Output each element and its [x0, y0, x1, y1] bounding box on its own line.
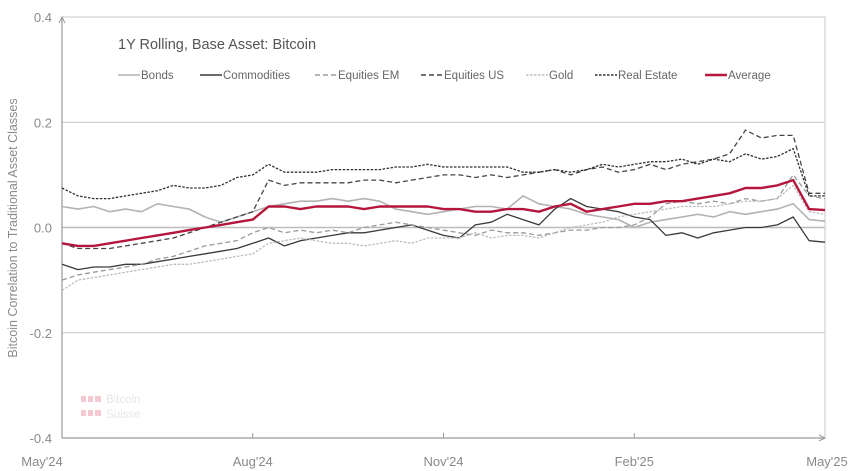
- series-line-equities-us: [61, 129, 825, 250]
- x-tick-label: Feb'25: [615, 454, 654, 469]
- legend-item-bonds: Bonds: [118, 70, 174, 82]
- gridlines: [62, 16, 826, 438]
- logo-text-suisse: Suisse: [106, 409, 141, 421]
- legend-label: Equities EM: [338, 70, 399, 82]
- legend-label: Equities US: [444, 70, 504, 82]
- logo-text-bitcoin: Bitcoin: [106, 394, 141, 406]
- series-line-bonds: [61, 195, 826, 229]
- series-line-gold: [61, 184, 826, 292]
- series-line-commodities: [61, 197, 826, 271]
- legend-item-equities-us: Equities US: [421, 70, 504, 82]
- series-lines: [61, 129, 826, 292]
- legend-label: Commodities: [223, 70, 290, 82]
- logo-mark-icon: [81, 396, 101, 416]
- legend-item-equities-em: Equities EM: [315, 70, 399, 82]
- chart-title: 1Y Rolling, Base Asset: Bitcoin: [118, 37, 316, 53]
- legend-item-average: Average: [705, 70, 771, 82]
- y-tick-label: -0.4: [30, 431, 52, 446]
- legend-item-gold: Gold: [526, 70, 573, 82]
- x-tick-labels: May'24 Aug'24 Nov'24 Feb'25 May'25: [21, 454, 848, 469]
- y-tick-label: 0.0: [34, 221, 52, 236]
- legend: Bonds Commodities Equities EM Equities US Go…: [118, 70, 771, 82]
- legend-label: Real Estate: [618, 70, 677, 82]
- legend-item-real-estate: Real Estate: [595, 70, 677, 82]
- series-line-equities-em: [61, 174, 826, 281]
- axes: [58, 15, 827, 442]
- series-line-real-estate: [61, 147, 825, 200]
- x-axis-arrow-icon: [818, 434, 827, 442]
- y-axis-title: Bitcoin Correlation to Traditional Asset…: [6, 98, 20, 357]
- legend-label: Bonds: [141, 70, 174, 82]
- y-tick-label: 0.2: [34, 115, 52, 130]
- y-tick-label: 0.4: [34, 10, 52, 25]
- bitcoin-suisse-logo: Bitcoin Suisse: [81, 394, 141, 421]
- legend-item-commodities: Commodities: [200, 70, 290, 82]
- x-tick-label: Aug'24: [233, 454, 273, 469]
- legend-label: Average: [728, 70, 771, 82]
- y-tick-label: -0.2: [30, 326, 52, 341]
- series-line-average: [61, 178, 826, 248]
- x-tick-label: May'24: [21, 454, 63, 469]
- y-axis-arrow-icon: [58, 15, 66, 24]
- x-tick-label: Nov'24: [423, 454, 463, 469]
- legend-label: Gold: [549, 70, 573, 82]
- y-tick-labels: 0.4 0.2 0.0 -0.2 -0.4: [30, 10, 52, 446]
- x-tick-label: May'25: [806, 454, 848, 469]
